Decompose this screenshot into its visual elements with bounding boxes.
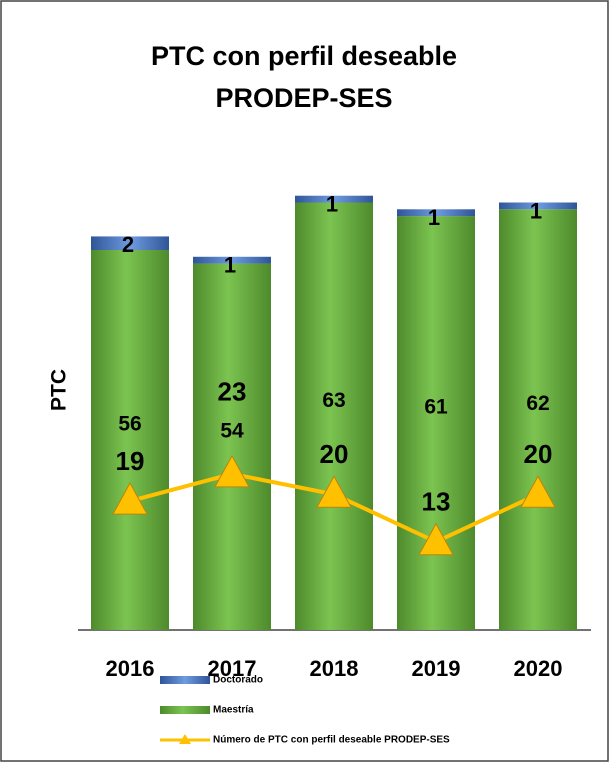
- chart-title: PRODEP-SES: [215, 83, 392, 113]
- x-tick-label: 2020: [514, 656, 563, 681]
- data-label: 23: [218, 377, 247, 407]
- x-tick-label: 2016: [106, 656, 155, 681]
- legend-swatch: [179, 734, 191, 744]
- bar-segment: [295, 202, 373, 630]
- legend-swatch: [160, 706, 210, 714]
- data-label: 20: [320, 439, 349, 469]
- data-label: 1: [326, 192, 338, 217]
- data-label: 63: [322, 389, 345, 412]
- data-label: 54: [220, 419, 244, 442]
- chart-title: PTC con perfil deseable: [151, 41, 457, 71]
- data-label: 1: [224, 253, 236, 278]
- line-marker: [520, 475, 556, 508]
- data-label: 1: [428, 205, 440, 230]
- data-label: 13: [422, 487, 451, 517]
- legend-label: Número de PTC con perfil deseable PRODEP…: [213, 735, 450, 746]
- legend-label: Maestría: [213, 705, 254, 716]
- data-label: 19: [116, 446, 145, 476]
- x-tick-label: 2019: [412, 656, 461, 681]
- data-label: 62: [526, 392, 549, 415]
- legend-swatch: [160, 676, 210, 684]
- bar-segment: [193, 256, 271, 264]
- bar-segment: [193, 263, 271, 630]
- line-marker: [418, 522, 454, 556]
- line-marker: [214, 454, 250, 488]
- line-marker: [316, 475, 352, 508]
- data-label: 2: [122, 232, 134, 257]
- y-axis-label: PTC: [48, 369, 71, 411]
- bar-segment: [91, 250, 169, 630]
- bar-segment: [397, 216, 475, 631]
- bar-segment: [397, 209, 475, 217]
- line-marker: [112, 482, 148, 515]
- bar-segment: [295, 195, 373, 203]
- bar-segment: [499, 202, 577, 210]
- x-tick-label: 2017: [208, 656, 257, 681]
- data-label: 1: [530, 198, 542, 223]
- bar-segment: [91, 236, 169, 250]
- data-label: 56: [118, 413, 141, 436]
- bar-segment: [499, 209, 577, 631]
- data-label: 61: [424, 396, 448, 419]
- x-tick-label: 2018: [310, 656, 359, 681]
- legend-label: Doctorado: [213, 675, 263, 686]
- data-label: 20: [524, 439, 553, 469]
